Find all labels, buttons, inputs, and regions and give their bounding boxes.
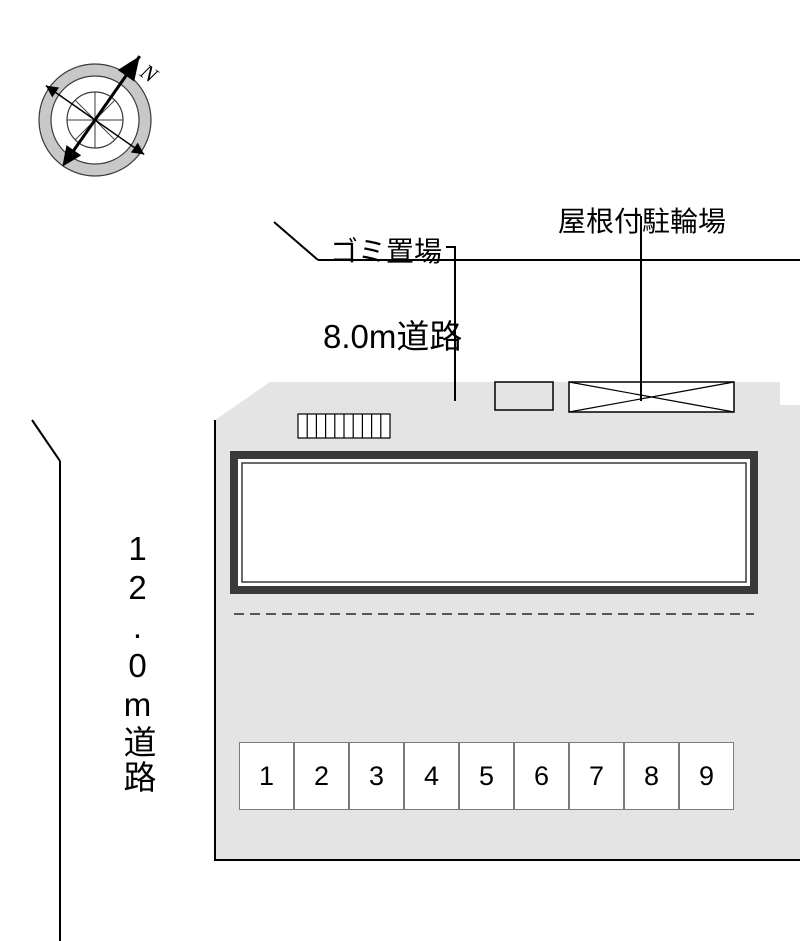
parking-slot: 5 [459,742,514,810]
parking-slot: 8 [624,742,679,810]
left-road-label: 12.0m道路 [113,530,161,795]
parking-slot: 9 [679,742,734,810]
top-road-label: 8.0m道路 [323,310,462,358]
parking-slot: 7 [569,742,624,810]
parking-slot: 4 [404,742,459,810]
parking-slot: 2 [294,742,349,810]
compass-icon: N [0,24,191,216]
bike-parking-label: 屋根付駐輪場 [558,200,726,240]
parking-slot: 1 [239,742,294,810]
trash-label: ゴミ置場 [330,230,442,270]
leader-line [446,246,454,248]
parking-slot: 6 [514,742,569,810]
leader-line [640,216,642,401]
parking-slot: 3 [349,742,404,810]
svg-text:N: N [135,58,163,88]
site-plan-canvas: N ゴミ置場 屋根付駐輪場 8.0m道路 12.0m道路 123456789 [0,0,800,941]
